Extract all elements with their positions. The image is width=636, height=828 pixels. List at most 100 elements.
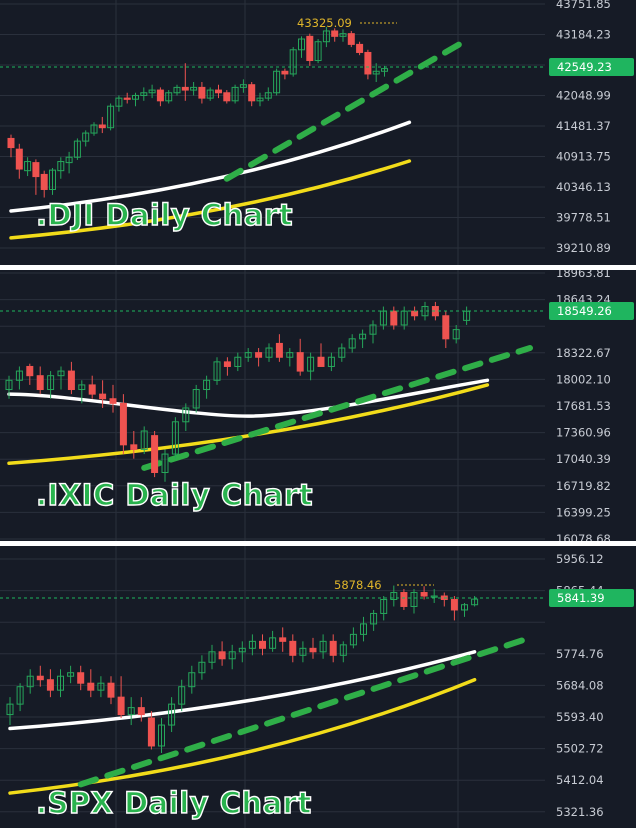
- moving-average-line: [7, 383, 490, 466]
- y-tick-label: 16399.25: [556, 505, 611, 519]
- candle-body: [117, 696, 125, 716]
- candle-body: [463, 310, 471, 321]
- candle-body: [430, 595, 438, 598]
- candle-body: [317, 356, 325, 367]
- candle-body: [165, 92, 173, 102]
- candle-body: [49, 169, 56, 190]
- candle-body: [57, 370, 65, 377]
- moving-average-line: [9, 120, 412, 213]
- ixic-chart-panel: 18963.81 18643.24 18322.67 18002.10 17681.53…: [0, 270, 636, 541]
- candle-body: [40, 173, 48, 190]
- y-tick-label: 17360.96: [556, 426, 611, 440]
- y-tick-label: 40346.13: [556, 180, 611, 194]
- y-tick-label: 5593.40: [556, 710, 604, 724]
- candle-body: [208, 651, 216, 663]
- candle-body: [115, 97, 123, 107]
- candle-body: [26, 365, 34, 377]
- candle-body: [46, 679, 54, 691]
- candle-body: [109, 398, 117, 404]
- candle-body: [359, 333, 367, 340]
- moving-average-line: [9, 159, 412, 240]
- candle-body: [98, 124, 106, 129]
- last-price-label: 5841.39: [557, 591, 605, 605]
- candle-body: [364, 51, 372, 75]
- candle-body: [16, 686, 24, 705]
- candle-body: [158, 724, 165, 747]
- spx-chart-panel: 5878.465956.125865.445774.765684.085593.…: [0, 546, 636, 828]
- ixic-chart: 18963.8118643.2418322.6718002.1017681.53…: [0, 270, 634, 541]
- candle-body: [223, 92, 231, 102]
- candle-body: [248, 84, 256, 102]
- candle-body: [331, 30, 339, 37]
- candle-body: [231, 86, 239, 102]
- candle-body: [192, 389, 200, 409]
- candle-body: [461, 604, 468, 611]
- candle-body: [265, 347, 273, 358]
- candle-body: [140, 92, 148, 96]
- candle-body: [248, 640, 256, 649]
- candle-body: [244, 352, 252, 358]
- candle-body: [228, 651, 236, 660]
- candle-body: [47, 375, 55, 391]
- moving-average-line: [8, 677, 477, 795]
- candle-body: [281, 70, 289, 75]
- candle-body: [275, 342, 283, 358]
- candle-body: [90, 124, 98, 134]
- candle-body: [151, 435, 159, 473]
- candle-body: [168, 703, 176, 726]
- candle-body: [215, 89, 222, 94]
- candle-body: [182, 407, 190, 423]
- y-tick-label: 5321.36: [556, 805, 604, 819]
- candle-body: [223, 361, 231, 367]
- y-tick-label: 16719.82: [556, 479, 611, 493]
- y-tick-label: 18002.10: [556, 372, 611, 386]
- candle-body: [298, 38, 305, 51]
- candle-body: [97, 682, 105, 691]
- candle-body: [400, 592, 408, 607]
- candle-body: [370, 612, 378, 625]
- candle-body: [140, 430, 148, 450]
- y-tick-label: 42048.99: [556, 89, 611, 103]
- candle-body: [88, 384, 96, 395]
- candle-body: [452, 329, 460, 340]
- candle-body: [372, 70, 380, 75]
- candle-body: [273, 70, 281, 94]
- candle-body: [322, 30, 330, 43]
- candle-body: [181, 86, 189, 91]
- candle-body: [198, 86, 206, 99]
- candle-body: [218, 651, 226, 660]
- y-tick-label: 43751.85: [556, 0, 611, 11]
- y-tick-label: 39778.51: [556, 211, 611, 225]
- candle-body: [349, 633, 357, 646]
- candle-body: [259, 640, 266, 649]
- last-price-tag: [549, 302, 634, 320]
- y-tick-label: 43184.23: [556, 28, 611, 42]
- candle-body: [239, 84, 247, 88]
- candle-body: [206, 89, 214, 99]
- candle-body: [78, 384, 86, 391]
- candle-body: [6, 703, 14, 716]
- y-tick-label: 17040.39: [556, 452, 611, 466]
- candle-body: [380, 598, 388, 614]
- candle-body: [256, 97, 264, 102]
- y-tick-label: 41481.37: [556, 119, 611, 133]
- candle-body: [348, 338, 356, 349]
- y-tick-label: 5684.08: [556, 678, 604, 692]
- candle-body: [32, 162, 40, 178]
- spx-chart: 5878.465956.125865.445774.765684.085593.…: [0, 546, 634, 828]
- candle-body: [107, 682, 115, 698]
- candle-body: [410, 592, 418, 607]
- candle-body: [471, 598, 479, 606]
- candle-body: [255, 352, 263, 358]
- candle-body: [347, 33, 355, 45]
- candle-body: [338, 347, 346, 358]
- candle-body: [390, 592, 398, 600]
- dji-chart: 43325.09 43751.85 43184.23 42048.99 41481.37…: [0, 0, 634, 265]
- candle-body: [289, 640, 297, 656]
- candle-body: [87, 682, 95, 691]
- candle-body: [119, 402, 127, 446]
- candle-body: [24, 161, 32, 172]
- high-price-label: 43325.09: [297, 16, 352, 30]
- candle-body: [7, 137, 15, 149]
- candle-body: [130, 444, 138, 450]
